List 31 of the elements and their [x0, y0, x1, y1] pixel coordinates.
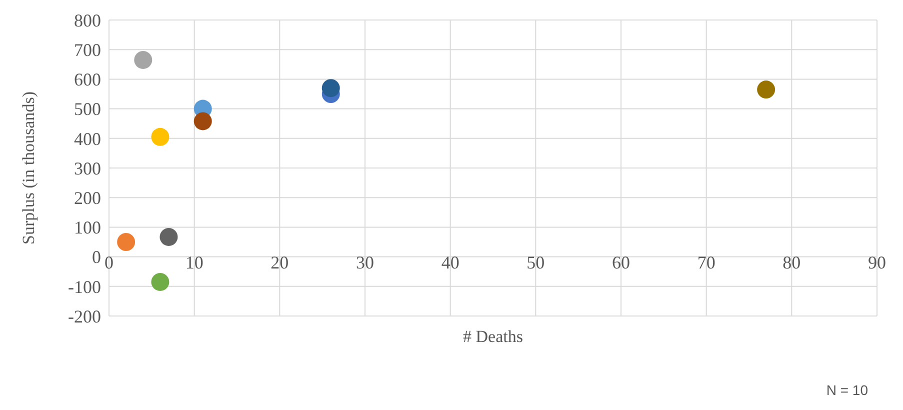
y-tick-label: 800: [74, 10, 101, 30]
x-tick-label: 10: [185, 252, 204, 272]
x-tick-label: 70: [697, 252, 716, 272]
x-tick-label: 60: [612, 252, 630, 272]
x-tick-label: 0: [104, 252, 114, 272]
y-tick-label: 400: [74, 128, 101, 149]
x-tick-label: 20: [270, 252, 289, 272]
point: [151, 128, 170, 146]
y-tick-label: -100: [68, 276, 101, 297]
y-tick-label: 600: [74, 70, 101, 90]
x-tick-label: 50: [526, 252, 545, 272]
x-tick-label: 90: [868, 252, 886, 272]
point: [194, 112, 212, 130]
y-tick-label: 500: [74, 99, 101, 120]
y-axis-title: Surplus (in thousands): [19, 92, 38, 244]
x-tick-label: 80: [782, 252, 801, 272]
x-tick-label: 30: [356, 252, 374, 272]
point: [757, 80, 776, 99]
y-tick-label: -200: [68, 306, 101, 326]
y-tick-label: 700: [74, 40, 101, 60]
y-tick-label: 300: [74, 158, 101, 178]
y-tick-label: 200: [74, 188, 101, 208]
point: [151, 272, 170, 291]
point: [160, 228, 178, 246]
point: [322, 79, 340, 98]
point: [117, 233, 136, 251]
x-tick-label: 40: [441, 252, 460, 272]
y-tick-label: 100: [74, 218, 101, 238]
x-axis-title: # Deaths: [463, 327, 523, 346]
text: N = 10: [826, 382, 868, 398]
point: [134, 50, 152, 69]
